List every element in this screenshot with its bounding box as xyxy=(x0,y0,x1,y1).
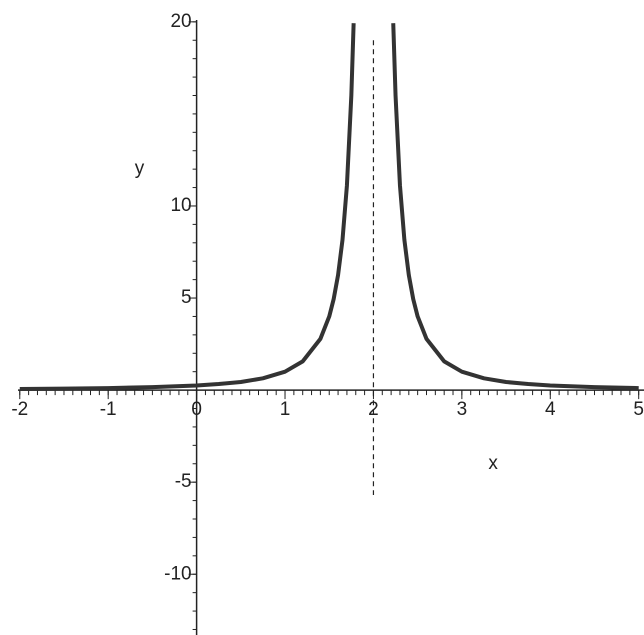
x-tick-label: -2 xyxy=(11,399,28,420)
y-tick-label: 5 xyxy=(181,287,192,308)
y-tick-label: -5 xyxy=(175,471,192,492)
curve xyxy=(19,23,639,391)
y-tick-label: -10 xyxy=(164,563,191,584)
x-tick-label: 4 xyxy=(545,399,556,420)
x-tick-label: 0 xyxy=(191,399,202,420)
x-tick-label: 5 xyxy=(633,399,644,420)
y-tick-label: 20 xyxy=(170,11,191,32)
x-tick-label: 1 xyxy=(280,399,291,420)
y-axis-label: y xyxy=(135,158,145,179)
y-tick-label: 10 xyxy=(170,195,191,216)
x-axis-label: x xyxy=(488,453,498,474)
x-tick-label: 3 xyxy=(457,399,468,420)
x-tick-label: -1 xyxy=(100,399,117,420)
